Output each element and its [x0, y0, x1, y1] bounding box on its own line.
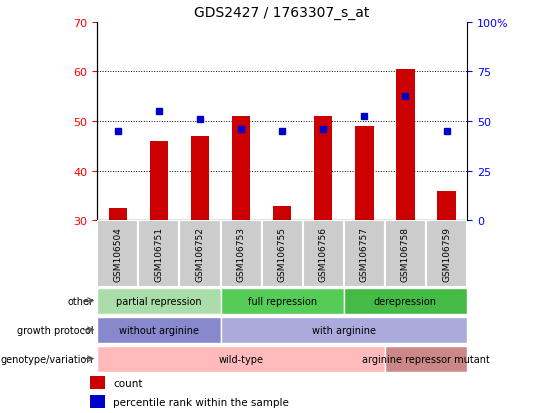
Text: derepression: derepression: [374, 296, 437, 306]
Bar: [90, 376, 105, 389]
Bar: [232, 117, 251, 221]
Bar: [355, 127, 374, 221]
Bar: [220, 317, 467, 344]
Text: GSM106753: GSM106753: [237, 227, 246, 281]
Bar: [150, 142, 168, 221]
Bar: [97, 221, 138, 287]
Text: without arginine: without arginine: [119, 325, 199, 335]
Text: count: count: [113, 378, 143, 388]
Text: GSM106757: GSM106757: [360, 227, 369, 281]
Text: with arginine: with arginine: [312, 325, 376, 335]
Bar: [109, 209, 127, 221]
Title: GDS2427 / 1763307_s_at: GDS2427 / 1763307_s_at: [194, 6, 370, 20]
Bar: [191, 137, 209, 221]
Text: GSM106751: GSM106751: [154, 227, 163, 281]
Text: full repression: full repression: [247, 296, 317, 306]
Bar: [385, 346, 467, 373]
Bar: [261, 221, 303, 287]
Bar: [426, 221, 467, 287]
Bar: [303, 221, 344, 287]
Text: GSM106756: GSM106756: [319, 227, 328, 281]
Bar: [220, 288, 344, 315]
Bar: [273, 206, 292, 221]
Text: other: other: [68, 296, 93, 306]
Bar: [314, 117, 333, 221]
Bar: [179, 221, 220, 287]
Bar: [385, 221, 426, 287]
Text: GSM106759: GSM106759: [442, 227, 451, 281]
Text: GSM106752: GSM106752: [195, 227, 205, 281]
Text: GSM106504: GSM106504: [113, 227, 122, 281]
Bar: [396, 70, 415, 221]
Bar: [97, 288, 220, 315]
Bar: [97, 346, 385, 373]
Bar: [138, 221, 179, 287]
Text: percentile rank within the sample: percentile rank within the sample: [113, 396, 289, 407]
Text: growth protocol: growth protocol: [17, 325, 93, 335]
Text: partial repression: partial repression: [116, 296, 201, 306]
Bar: [437, 191, 456, 221]
Text: GSM106755: GSM106755: [278, 227, 287, 281]
Bar: [90, 395, 105, 408]
Text: genotype/variation: genotype/variation: [1, 354, 93, 364]
Bar: [344, 221, 385, 287]
Text: arginine repressor mutant: arginine repressor mutant: [362, 354, 490, 364]
Text: GSM106758: GSM106758: [401, 227, 410, 281]
Bar: [97, 317, 220, 344]
Bar: [220, 221, 261, 287]
Bar: [344, 288, 467, 315]
Text: wild-type: wild-type: [219, 354, 264, 364]
